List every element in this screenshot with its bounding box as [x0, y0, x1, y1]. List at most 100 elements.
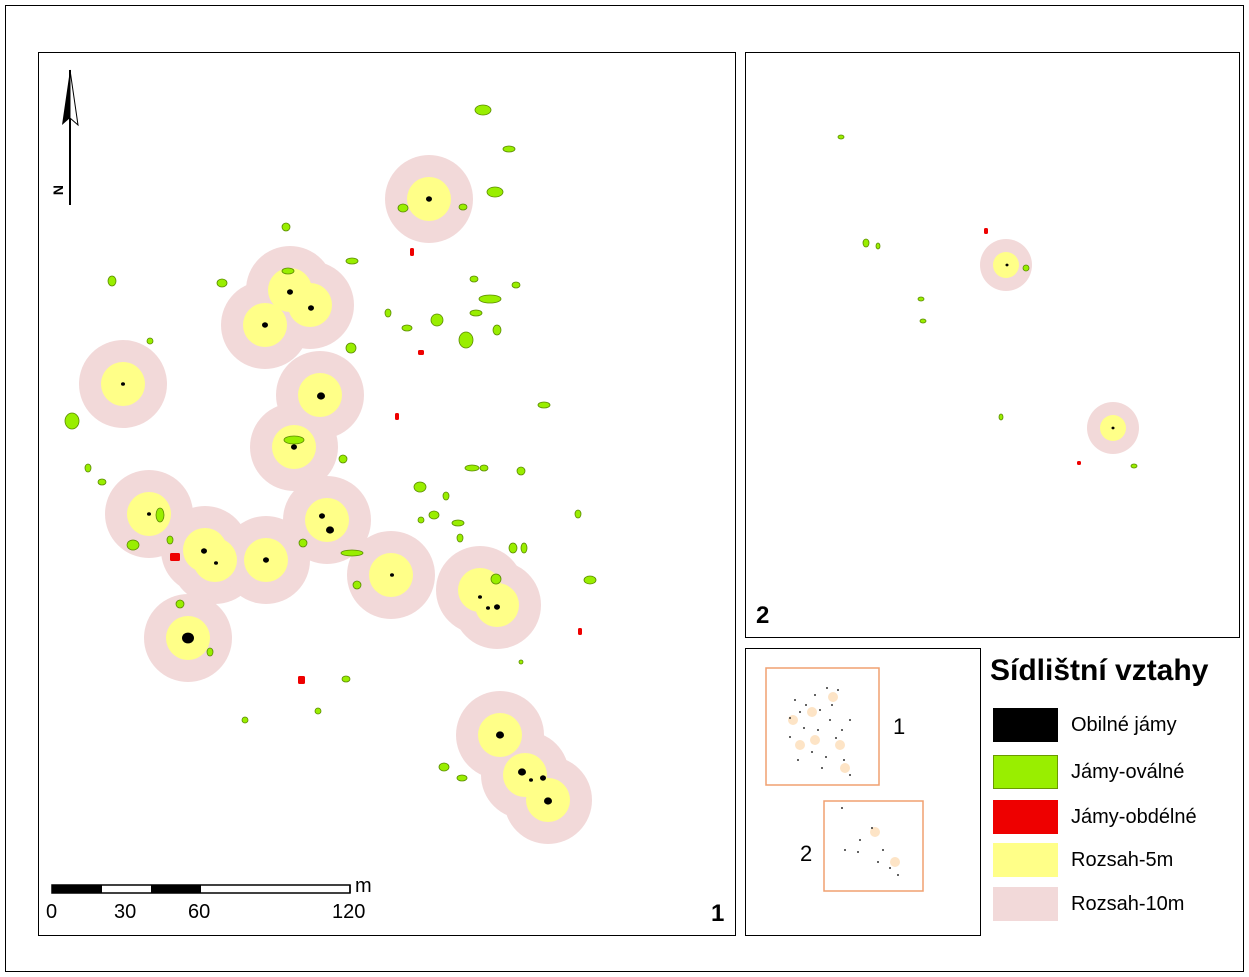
overview-dot: [835, 737, 837, 739]
grain-pit: [496, 731, 504, 739]
grain-pit: [390, 573, 394, 577]
oval-pit: [875, 242, 881, 250]
oval-pit: [283, 435, 305, 445]
oval-pits-layer: [64, 104, 1138, 782]
oval-pit: [345, 342, 357, 354]
oval-pit: [97, 478, 107, 486]
legend-label: Rozsah-5m: [1071, 849, 1174, 871]
overview-dot: [849, 774, 851, 776]
main-map-number: 1: [711, 900, 725, 927]
oval-pit: [241, 716, 249, 724]
legend-label: Obilné jámy: [1071, 714, 1177, 736]
oval-pit: [430, 313, 444, 327]
grain-pit: [518, 768, 526, 776]
overview-dot: [841, 729, 843, 731]
scale-tick-120: 120: [332, 901, 366, 923]
map-layout-frame: [5, 5, 1244, 972]
buffer-10m-layer: [79, 155, 1139, 844]
overview-box-1: [765, 667, 880, 786]
overview-dot: [889, 867, 891, 869]
overview-dot: [831, 704, 833, 706]
legend-item-grain-pits: Obilné jámy: [993, 708, 1233, 742]
overview-dot: [805, 704, 807, 706]
overview-label-1: 1: [893, 714, 906, 739]
legend-swatch: [993, 843, 1058, 877]
overview-dot: [797, 759, 799, 761]
legend-title: Sídlištní vztahy: [990, 654, 1209, 687]
oval-pit: [458, 331, 474, 349]
overview-box-2: [823, 800, 924, 892]
oval-pit: [397, 203, 409, 213]
overview-dot: [837, 689, 839, 691]
oval-pit: [1022, 264, 1030, 272]
oval-pit: [490, 573, 502, 585]
oval-pit: [314, 707, 322, 715]
grain-pit: [1111, 426, 1115, 430]
oval-pit: [1130, 463, 1138, 469]
oval-pit: [64, 412, 80, 430]
oval-pit: [146, 337, 154, 345]
grain-pit: [1005, 263, 1009, 267]
rect-pit: [395, 413, 399, 420]
grain-pit: [486, 606, 490, 610]
legend-swatch: [993, 755, 1058, 789]
grain-pit: [326, 526, 334, 534]
scale-unit: m: [355, 875, 372, 897]
legend-item-buffer-10m: Rozsah-10m: [993, 887, 1233, 921]
grain-pit: [201, 548, 207, 554]
grain-pit: [147, 512, 151, 516]
grain-pit: [426, 196, 432, 202]
overview-label-2: 2: [800, 841, 813, 866]
overview-dot: [794, 699, 796, 701]
rect-pit: [578, 628, 582, 635]
oval-pit: [175, 599, 185, 609]
legend-label: Jámy-oválné: [1071, 761, 1185, 783]
oval-pit: [298, 538, 308, 548]
overview-dot: [826, 687, 828, 689]
overview-dot: [817, 729, 819, 731]
rect-pit: [170, 553, 180, 561]
oval-pit: [511, 281, 521, 289]
oval-pit: [537, 401, 551, 409]
grain-pit: [287, 289, 293, 295]
grain-pit: [308, 305, 314, 311]
legend-item-rect-pits: Jámy-obdélné: [993, 800, 1233, 834]
oval-pit: [166, 535, 174, 545]
rect-pit: [410, 248, 414, 256]
buffer-5m-circle: [193, 538, 237, 582]
oval-pit: [281, 267, 295, 275]
legend-label: Jámy-obdélné: [1071, 806, 1197, 828]
oval-pit: [340, 549, 364, 557]
oval-pit: [518, 659, 524, 665]
grain-pit: [214, 561, 218, 565]
oval-pit: [107, 275, 117, 287]
oval-pit: [451, 519, 465, 527]
grain-pit: [478, 595, 482, 599]
grain-pit: [317, 392, 325, 400]
oval-pit: [438, 762, 450, 772]
overview-buffer: [828, 692, 838, 702]
overview-buffer: [835, 740, 845, 750]
inset-map-frame: [745, 52, 1240, 638]
grain-pit: [540, 775, 546, 781]
oval-pit: [352, 580, 362, 590]
rect-pit: [1077, 461, 1081, 465]
oval-pit: [384, 308, 392, 318]
oval-pit: [206, 647, 214, 657]
overview-dot: [843, 759, 845, 761]
oval-pit: [456, 774, 468, 782]
oval-pit: [216, 278, 228, 288]
oval-pit: [502, 145, 516, 153]
oval-pit: [574, 509, 582, 519]
overview-buffer: [840, 763, 850, 773]
scale-tick-60: 60: [188, 901, 211, 923]
oval-pit: [126, 539, 140, 551]
oval-pit: [417, 516, 425, 524]
overview-frame: [745, 648, 981, 936]
rect-pits-layer: [170, 228, 1081, 684]
oval-pit: [155, 507, 165, 523]
grain-pit: [182, 632, 194, 644]
oval-pit: [469, 309, 483, 317]
rect-pit: [418, 350, 424, 355]
